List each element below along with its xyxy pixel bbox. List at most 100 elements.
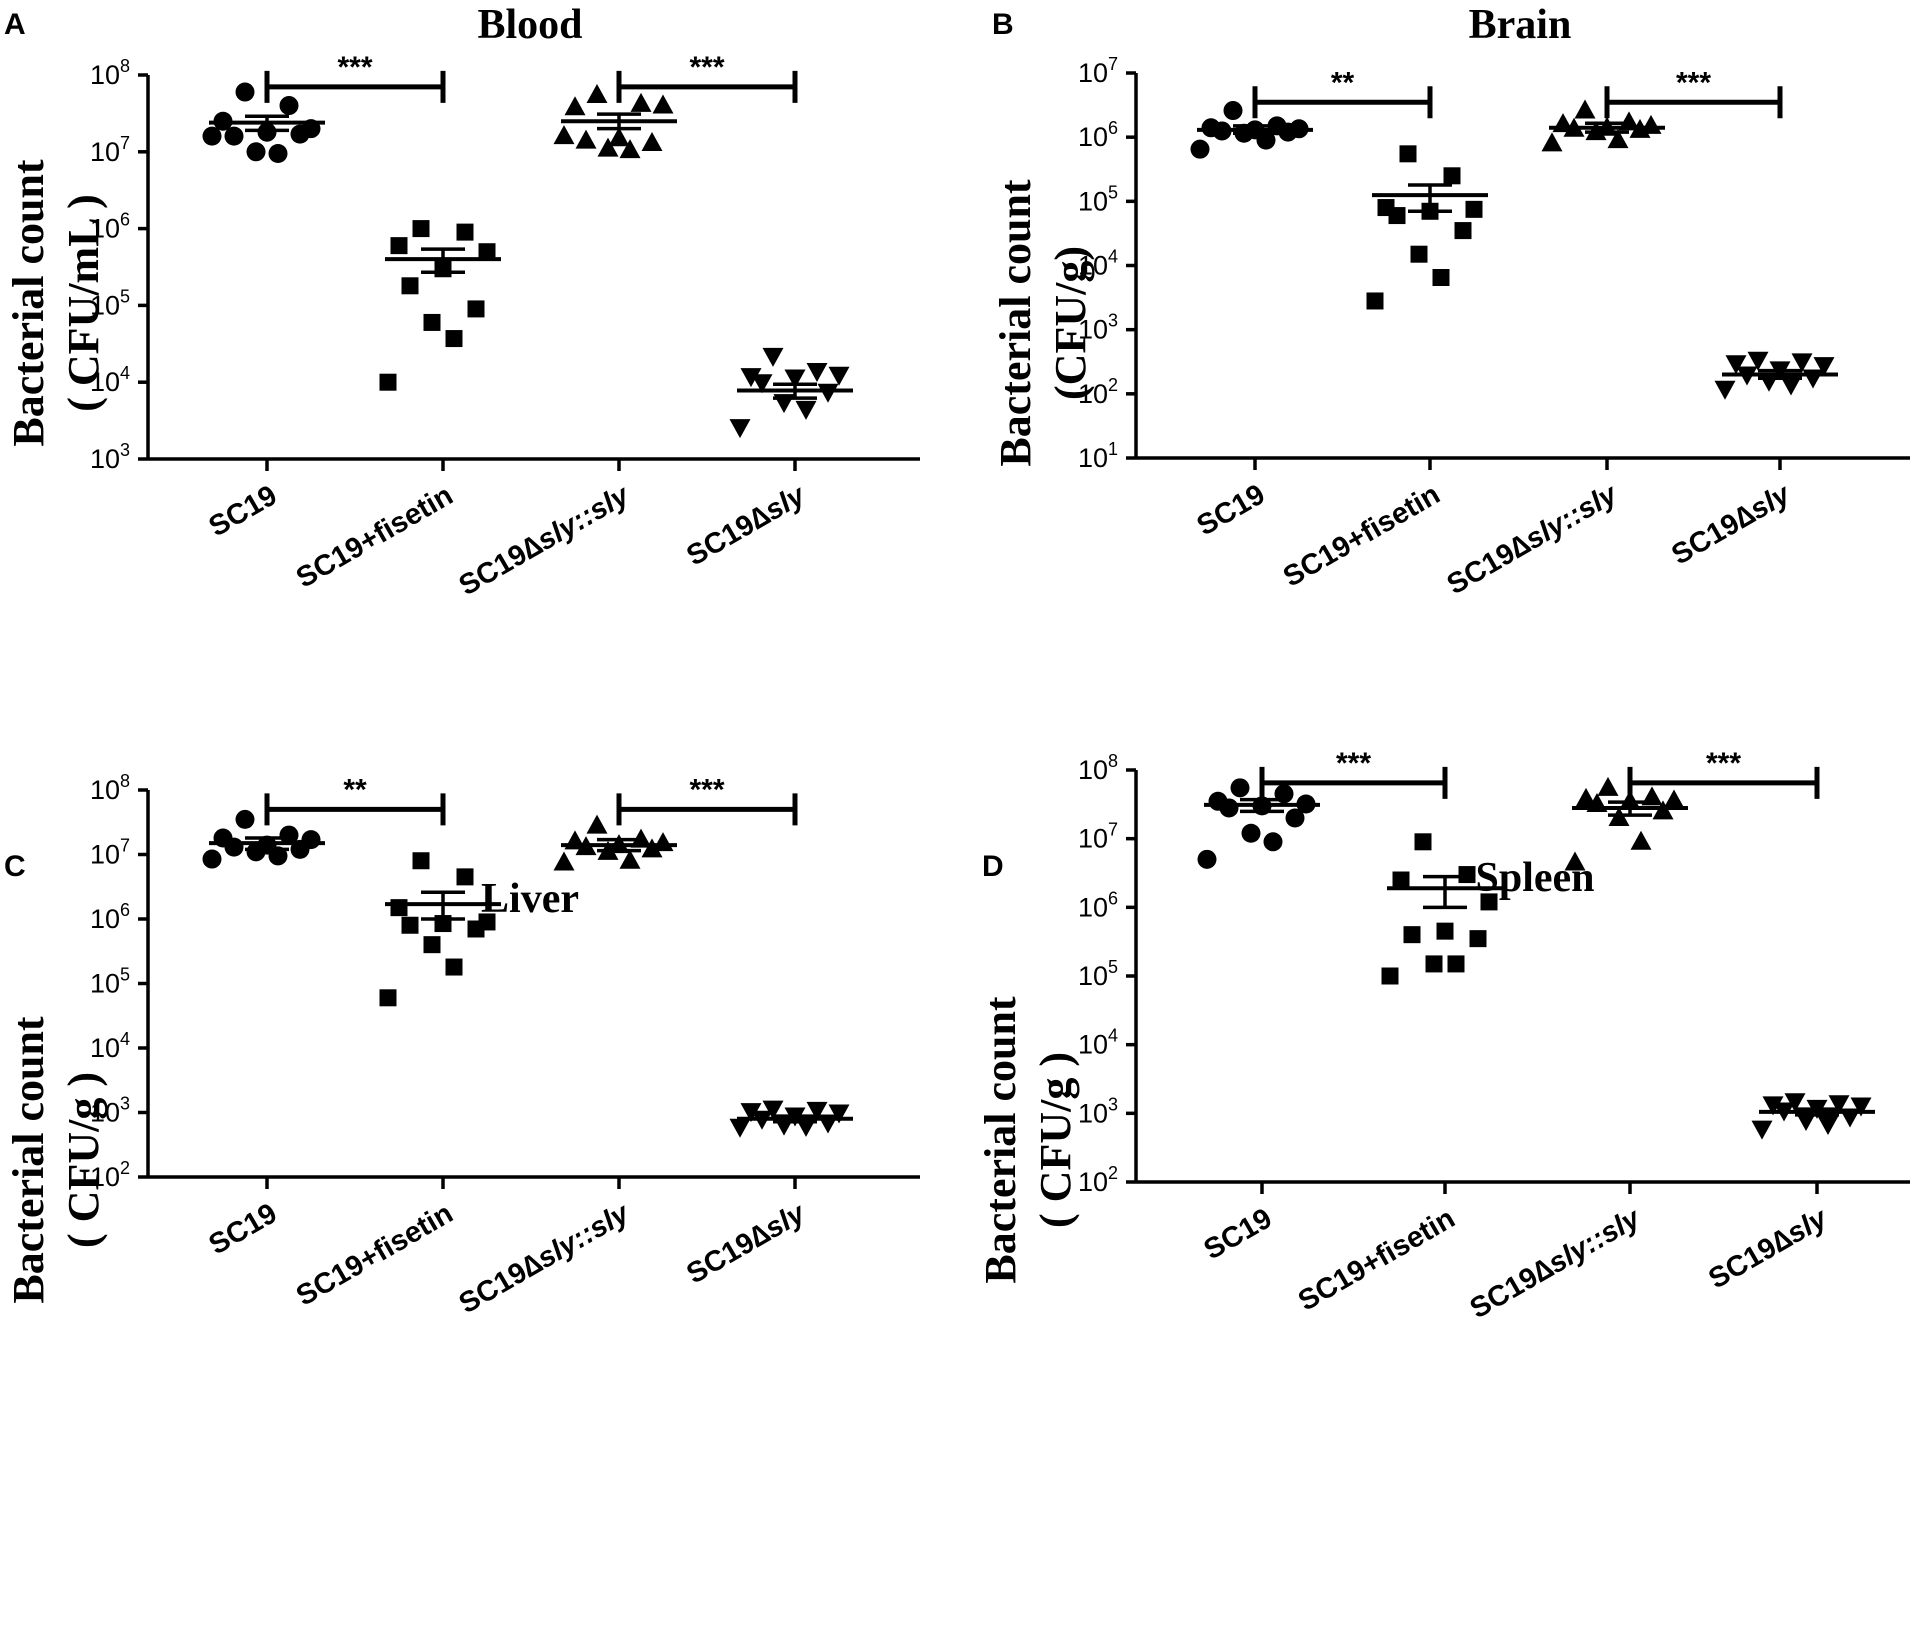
panel-b-ylabel-unit: (CFU/g) [1046,246,1095,400]
panel-a-ylabel-unit: ( CFU/mL ) [59,194,108,412]
panel-b-data-point [1725,355,1747,375]
panel-a-data-point [401,277,419,295]
panel-d-data-point [1219,798,1239,818]
panel-c-significance-label: *** [689,773,724,806]
panel-d-data-point [1828,1095,1850,1115]
panel-c-data-point [279,825,299,845]
panel-b-significance-bracket [1252,86,1433,119]
panel-c-data-point [586,814,608,834]
panel-a-data-point [478,243,496,261]
panel-b-data-point [1791,353,1813,373]
panel-b-ytick-label: 107 [1078,54,1118,88]
panel-c-ylabel-unit: ( CFU/g ) [59,1072,108,1248]
panel-d-data-point [1436,922,1454,940]
panel-a-data-point [795,400,817,420]
panel-d-data-point [1381,967,1399,985]
panel-b-category-label: SC19∆sly::sly [1442,477,1624,601]
panel-d-category-label: SC19∆sly [1703,1201,1834,1295]
panel-d-data-point [1230,778,1250,798]
panel-b-ytick-label: 105 [1078,182,1118,216]
panel-c-data-point [456,868,474,886]
panel-c-category-label: SC19∆sly::sly [454,1196,636,1320]
panel-a-data-point [806,362,828,382]
panel-c-data-point [202,849,222,869]
panel-c-data-point [235,809,255,829]
panel-a-data-point [423,313,441,331]
panel-c-ylabel: Bacterial count [4,1016,53,1304]
panel-d-ytick-label: 108 [1078,751,1118,785]
panel-b-data-point [1223,101,1243,121]
panel-a-data-point [784,369,806,389]
panel-d-category-label: SC19∆sly::sly [1465,1201,1647,1325]
panel-a-data-point [740,368,762,388]
panel-d-ylabel: Bacterial count [976,996,1025,1284]
panel-c-data-point [246,842,266,862]
panel-a-data-point [445,330,463,348]
panel-b-data-point [1278,122,1298,142]
panel-d-data-point [1564,851,1586,871]
panel-d-significance-bracket [1627,766,1820,799]
panel-b-data-point [1366,292,1384,310]
panel-c-data-point [828,1104,850,1124]
panel-a-data-point [828,366,850,386]
panel-a-data-point [246,142,266,162]
panel-a-data-point [564,96,586,116]
panel-d-data-point [1850,1097,1872,1117]
panel-a-ytick-label: 105 [90,286,130,320]
panel-c-data-point [806,1101,828,1121]
panel-b-category-label: SC19+fisetin [1278,478,1445,593]
panel-d-data-point [1795,1111,1817,1131]
panel-a-significance-label: *** [689,51,724,84]
panel-a-significance-bracket [264,70,446,103]
panel-d-data-point [1425,955,1443,973]
panel-c-data-point [553,851,575,871]
panel-c-significance-label: ** [343,773,367,806]
panel-a-data-point [235,82,255,102]
panel-c-data-point [423,936,441,954]
panel-c-data-point [729,1118,751,1138]
panel-d-data-point [1817,1115,1839,1135]
panel-d-category-label: SC19+fisetin [1293,1202,1460,1317]
panel-c-significance-bracket [616,793,798,826]
panel-d-data-point [1414,833,1432,851]
panel-d-ytick-label: 102 [1078,1163,1118,1197]
panel-d-ylabel-unit: ( CFU/g ) [1031,1052,1080,1228]
panel-a-ytick-label: 107 [90,133,130,167]
panel-d-data-point [1663,789,1685,809]
panel-b-data-point [1714,380,1736,400]
panel-d-letter: D [982,850,1004,883]
panel-a: A Blood Bacterial count ( CFU/mL ) 103 10… [4,2,920,602]
panel-a-category-label: SC19+fisetin [291,479,458,594]
panel-b-data-point [1813,357,1835,377]
panel-a-data-point [553,125,575,145]
panel-d-significance-bracket [1259,766,1448,799]
panel-c-data-point [762,1100,784,1120]
panel-a-letter: A [4,8,26,41]
panel-d-data-point [1263,832,1283,852]
panel-c-title: Liver [481,876,579,922]
panel-a-ylabel: Bacterial count [4,159,53,447]
panel-a-significance-label: *** [337,51,372,84]
panel-b-data-point [1541,132,1563,152]
panel-a-data-point [456,223,474,241]
panel-b-data-point [1410,245,1428,263]
panel-b-letter: B [992,8,1014,41]
panel-a-data-point [390,237,408,255]
panel-a-data-point [467,300,485,318]
panel-a-data-point [279,96,299,116]
panel-a-data-point [817,383,839,403]
panel-a-ytick-label: 106 [90,210,130,244]
panel-c-data-point [740,1103,762,1123]
panel-b-significance-label: ** [1331,66,1355,99]
panel-a-data-point [597,137,619,157]
panel-b-category-label: SC19 [1192,478,1271,542]
panel-b-data-point [1780,376,1802,396]
panel-d-data-point [1241,823,1261,843]
panel-b-ytick-label: 101 [1078,439,1118,473]
panel-b-data-point [1465,200,1483,218]
panel-b-significance-label: *** [1676,66,1711,99]
panel-b-ytick-label: 106 [1078,118,1118,152]
panel-b-data-point [1454,222,1472,240]
